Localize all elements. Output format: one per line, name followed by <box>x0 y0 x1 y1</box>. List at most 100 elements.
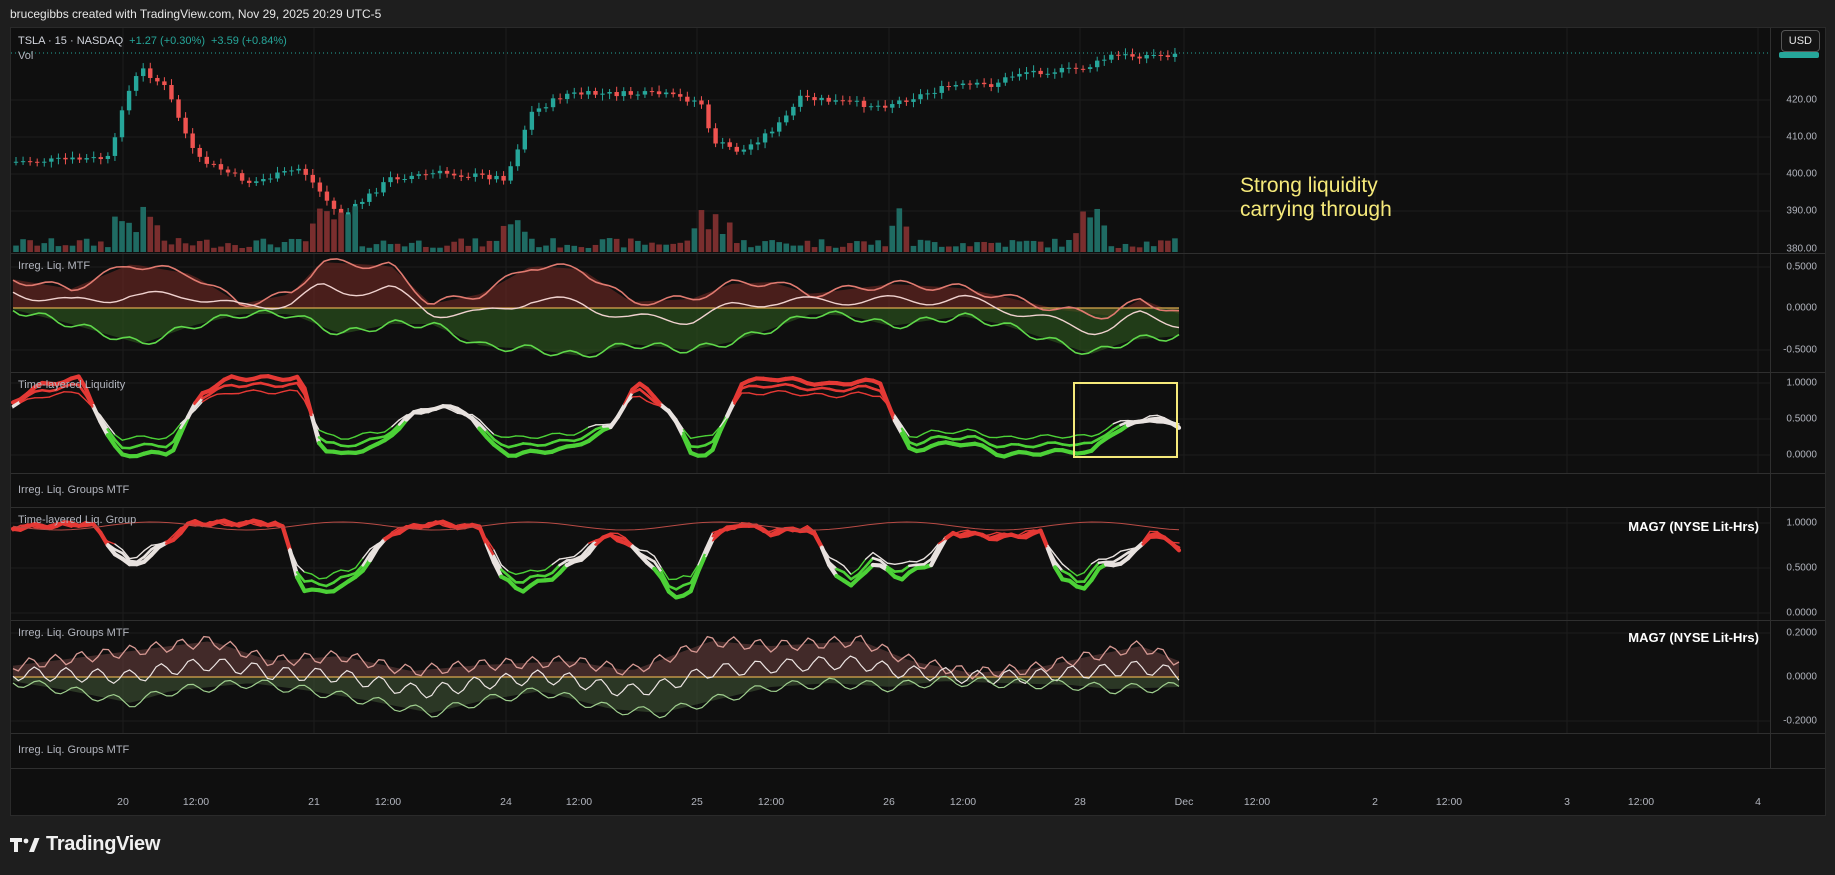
group-line-thin <box>981 534 991 537</box>
irreg-liq-groups-mtf-pane-3[interactable]: Irreg. Liq. Groups MTF <box>11 734 1825 769</box>
group-line-thin <box>515 572 524 576</box>
candle-body <box>932 92 937 94</box>
volume-bar <box>62 245 69 252</box>
liq-line-green <box>12 309 1180 359</box>
group-line-thin <box>1025 529 1034 532</box>
currency-button[interactable]: USD <box>1780 30 1820 52</box>
group-line-thin <box>260 522 269 527</box>
group-line-thin <box>107 540 116 545</box>
tl-line-thin <box>879 395 889 406</box>
time-label: 12:00 <box>182 796 210 808</box>
tl-line-thin <box>303 399 313 418</box>
value-scale[interactable] <box>1770 734 1825 768</box>
group-line-mid <box>886 565 897 573</box>
symbol-legend[interactable]: TSLA · 15 · NASDAQ +1.27 (+0.30%) +3.59 (+… <box>18 35 287 47</box>
group-line-thin <box>26 523 36 529</box>
value-scale[interactable] <box>1770 474 1825 507</box>
tl-line-mid <box>580 432 591 441</box>
candle-body <box>791 106 796 116</box>
group-line-thin <box>660 567 670 581</box>
tl-line-mid <box>1112 423 1122 431</box>
tl-line-thin <box>48 393 58 398</box>
group-line-thin <box>966 529 976 534</box>
group-line-thin <box>821 545 830 559</box>
volume-bar <box>550 238 556 252</box>
group-line-mid <box>704 534 714 555</box>
chart-annotation[interactable]: Strong liquidity carrying through <box>1240 174 1392 222</box>
irreg-liq-groups-mtf-pane-2[interactable]: Irreg. Liq. Groups MTF MAG7 (NYSE Lit-Hr… <box>11 621 1825 734</box>
candle-body <box>35 161 40 163</box>
group-line-thin <box>420 521 430 529</box>
candle-body <box>183 117 188 134</box>
candle-body <box>1130 54 1135 57</box>
tl-line-thin <box>588 424 597 428</box>
tl-line-thin <box>77 392 87 401</box>
tl-line-thin <box>1112 420 1122 425</box>
tl-line-mid <box>922 436 933 444</box>
candle-body <box>444 170 450 174</box>
tl-line-thin <box>449 408 459 414</box>
value-tick: 0.0000 <box>1786 607 1817 619</box>
tl-line-thin <box>777 389 787 393</box>
candle-body <box>663 92 669 95</box>
volume-bar <box>175 238 182 252</box>
pane-title: Time-layered Liq. Group <box>18 514 137 526</box>
candle-body <box>225 169 231 173</box>
liq-line-red <box>12 258 1180 320</box>
value-scale[interactable]: 1.0000 0.5000 0.0000 <box>1770 373 1825 473</box>
group-line-thick <box>827 562 839 579</box>
time-layered-liquidity-pane[interactable]: Time-layered Liquidity 1.0000 0.5000 0.0… <box>11 373 1825 474</box>
group-line-thin <box>456 523 466 526</box>
value-scale[interactable]: 0.5000 0.0000 -0.5000 <box>1770 254 1825 372</box>
group-line-thin <box>617 532 626 539</box>
group-line-mid <box>674 583 685 591</box>
tl-line-mid <box>1119 420 1130 427</box>
volume-bar <box>168 244 175 252</box>
value-scale[interactable]: 1.0000 0.5000 0.0000 <box>1770 508 1825 620</box>
price-pane[interactable]: TSLA · 15 · NASDAQ +1.27 (+0.30%) +3.59 (+… <box>11 28 1825 255</box>
group-line-mid <box>857 565 867 576</box>
tl-line-thin <box>128 435 138 440</box>
volume-bar <box>832 247 839 252</box>
symbol-label: TSLA · 15 · NASDAQ <box>18 35 124 47</box>
time-axis[interactable]: 20 12:00 21 12:00 24 12:00 25 12:00 26 1… <box>11 791 1825 813</box>
group-line-thin <box>158 541 167 546</box>
group-line-thin <box>19 523 29 527</box>
irreg-liq-mtf-pane[interactable]: Irreg. Liq. MTF 0.5000 0.0000 -0.5000 <box>11 254 1825 373</box>
value-scale[interactable]: 0.2000 0.0000 -0.2000 <box>1770 621 1825 733</box>
irreg-liq-groups-mtf-pane[interactable]: Irreg. Liq. Groups MTF <box>11 474 1825 508</box>
volume-bar <box>1094 208 1100 252</box>
group-line-thin <box>595 537 604 541</box>
chart-frame[interactable]: TSLA · 15 · NASDAQ +1.27 (+0.30%) +3.59 (+… <box>10 27 1826 816</box>
tradingview-logo[interactable]: TradingView <box>10 833 160 856</box>
candle-body <box>685 96 690 102</box>
group-line-thin <box>522 569 532 574</box>
volume-bar <box>514 220 521 252</box>
group-line-thin <box>303 571 313 575</box>
tl-line-thin <box>1039 434 1049 437</box>
tl-line-mid <box>164 440 175 449</box>
group-line-mid <box>580 546 591 558</box>
volume-bar <box>408 242 415 252</box>
tl-line-mid <box>631 387 642 394</box>
tl-line-thin <box>12 402 21 409</box>
group-line-thin <box>165 534 175 543</box>
tl-line-thin <box>894 414 903 427</box>
volume-bar <box>988 242 994 252</box>
time-layered-liq-group-pane[interactable]: Time-layered Liq. Group MAG7 (NYSE Lit-H… <box>11 508 1825 621</box>
group-line-thin <box>325 572 335 579</box>
group-line-thin <box>894 562 903 565</box>
volume-bar <box>1059 246 1065 252</box>
candle-body <box>169 85 174 100</box>
group-line-mid <box>638 552 649 559</box>
candle-body <box>840 100 845 102</box>
tl-line-thin <box>937 430 947 434</box>
value-tick: 0.0000 <box>1786 302 1817 314</box>
candle-body <box>254 181 259 183</box>
group-line-thin <box>974 532 983 537</box>
group-line-thin <box>777 527 787 531</box>
price-scale[interactable]: USD 420.00 410.00 400.00 390.00 380.00 <box>1770 28 1825 255</box>
group-line-thin <box>588 539 597 544</box>
group-line-thin <box>369 543 379 550</box>
time-label: 12:00 <box>949 796 977 808</box>
